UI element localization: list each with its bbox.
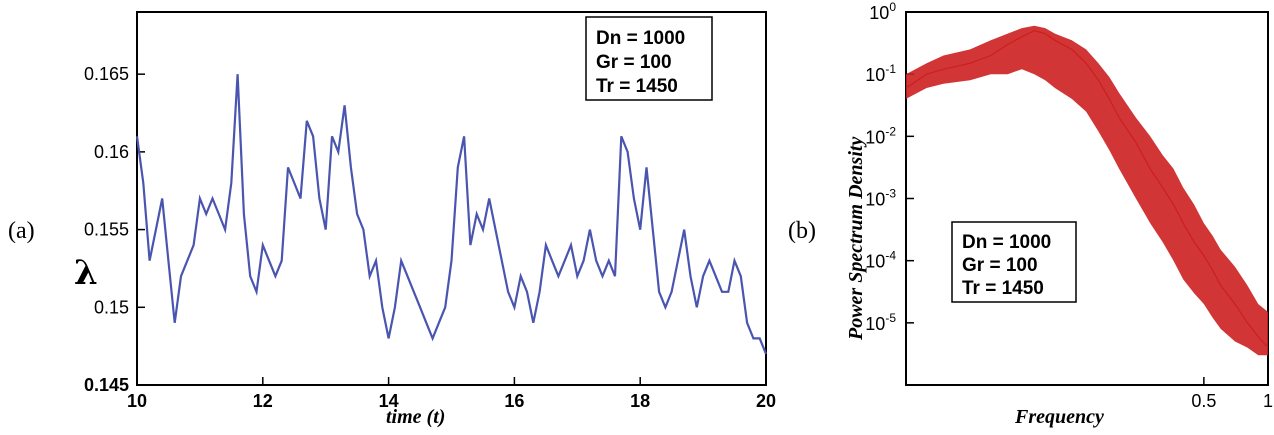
chart-a-ytick-label: 0.155 bbox=[84, 220, 129, 240]
panel-label-b: (b) bbox=[788, 218, 816, 244]
chart-a-ytick-label: 0.165 bbox=[84, 64, 129, 84]
chart-a-xtick-label: 18 bbox=[630, 391, 650, 411]
panel-label-a: (a) bbox=[8, 218, 35, 244]
chart-b-legend-tr: Tr = 1450 bbox=[962, 278, 1044, 299]
chart-a-legend-gr: Gr = 100 bbox=[596, 52, 672, 73]
chart-b-legend-dn: Dn = 1000 bbox=[962, 232, 1051, 253]
chart-b-ytick-label: 10-4 bbox=[865, 249, 896, 272]
chart-b-ytick-label: 100 bbox=[869, 0, 896, 23]
chart-a-legend-box: Dn = 1000 Gr = 100 Tr = 1450 bbox=[585, 16, 713, 101]
chart-a-ytick-label: 0.16 bbox=[94, 142, 129, 162]
chart-a-xlabel: time (t) bbox=[386, 406, 445, 428]
chart-a-xtick-label: 12 bbox=[253, 391, 273, 411]
chart-b-ytick-label: 10-1 bbox=[865, 62, 896, 85]
chart-b-ytick-label: 10-3 bbox=[865, 187, 896, 210]
chart-a-xtick-label: 10 bbox=[127, 391, 147, 411]
chart-b-ytick-label: 10-2 bbox=[865, 124, 896, 147]
chart-b-xtick-label: 0.5 bbox=[1191, 391, 1216, 411]
chart-a-ticks: 10 12 14 16 18 20 0.145 0.15 0.155 0.16 0.165 bbox=[84, 64, 776, 411]
chart-b-xlabel: Frequency bbox=[1014, 406, 1104, 428]
chart-b-xtick-label: 1 bbox=[1263, 391, 1273, 411]
chart-a-xtick-label: 20 bbox=[756, 391, 776, 411]
chart-a-ytick-label: 0.145 bbox=[84, 375, 129, 395]
chart-a-legend-tr: Tr = 1450 bbox=[596, 76, 678, 97]
chart-a-legend-dn: Dn = 1000 bbox=[596, 28, 685, 49]
chart-a-xtick-label: 16 bbox=[504, 391, 524, 411]
chart-b-legend-gr: Gr = 100 bbox=[962, 255, 1038, 276]
chart-a-xtick-label: 14 bbox=[379, 391, 399, 411]
chart-a: 10 12 14 16 18 20 0.145 0.15 0.155 0.16 0.165 λ ti… bbox=[74, 11, 776, 428]
chart-b-spectrum-band bbox=[906, 25, 1268, 356]
chart-a-ylabel: λ bbox=[74, 253, 98, 293]
chart-a-series-line bbox=[135, 74, 768, 355]
chart-b: 0.5 1 100 10-1 10-2 10-3 10-4 10-5 Power Spectr… bbox=[845, 0, 1273, 428]
chart-a-ytick-label: 0.15 bbox=[94, 297, 129, 317]
chart-b-series-line bbox=[905, 30, 1269, 348]
chart-b-legend-box: Dn = 1000 Gr = 100 Tr = 1450 bbox=[951, 221, 1077, 303]
chart-b-ytick-label: 10-5 bbox=[865, 311, 896, 334]
chart-b-ylabel: Power Spectrum Density bbox=[845, 137, 867, 341]
chart-b-ticks: 0.5 1 100 10-1 10-2 10-3 10-4 10-5 bbox=[865, 0, 1273, 411]
